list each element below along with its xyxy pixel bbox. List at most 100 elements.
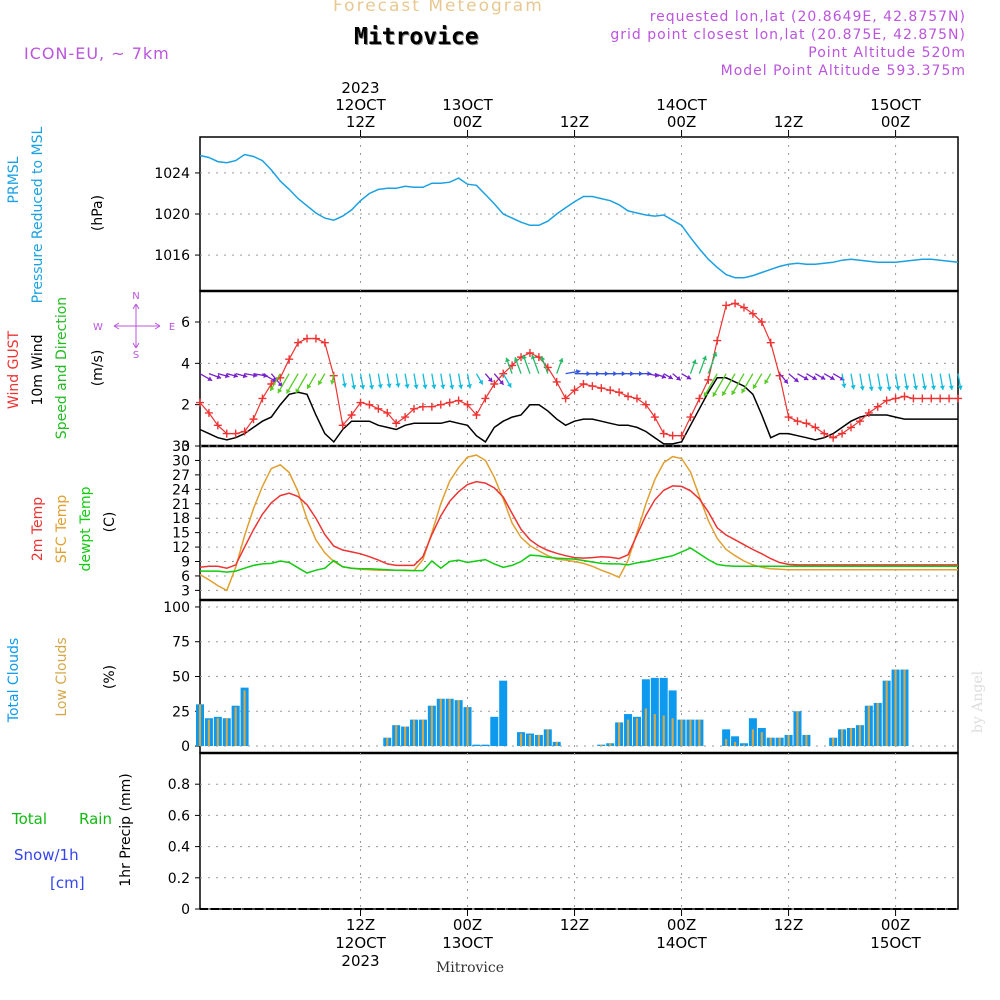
low-cloud-bar [216, 718, 219, 747]
total-cloud-bar [481, 744, 490, 747]
gust-marker [410, 404, 419, 413]
wind-arrow-head [803, 375, 809, 381]
gust-marker [204, 408, 213, 417]
wind-arrow [522, 354, 531, 374]
wind-arrow-head [242, 373, 248, 379]
compass-cross-icon [113, 303, 161, 349]
wind-arrow-head [868, 386, 874, 391]
wind-arrow [894, 373, 901, 391]
wind-arrow [502, 373, 512, 388]
wind-arrow-head [793, 377, 799, 383]
temp-2m-line [199, 480, 958, 569]
wind-arrow-head [877, 386, 883, 391]
wind-arrow [262, 373, 277, 383]
low-cloud-bar [234, 707, 237, 747]
top-time-label: 2023 [341, 79, 379, 97]
bottom-time-label: 12OCT [335, 934, 386, 952]
y-tick-label: 6 [181, 569, 190, 585]
gust-marker [196, 398, 204, 407]
wind-arrow [359, 373, 366, 390]
wind-arrow-head [224, 373, 230, 379]
y-tick-label: 1024 [154, 166, 190, 182]
low-cloud-bar [680, 719, 683, 747]
wind-arrow-head [913, 385, 919, 390]
chart-title: Forecast Meteogram [333, 0, 544, 16]
wind-arrow-head [783, 378, 789, 384]
gust-marker [855, 417, 864, 426]
wind-arrow [672, 373, 682, 381]
gust-marker [249, 415, 258, 424]
gust-marker [641, 400, 650, 409]
wind-arrow [814, 373, 826, 380]
low-cloud-bar [555, 741, 558, 747]
low-cloud-bar [528, 734, 532, 747]
wind-arrow [654, 373, 667, 379]
wind-arrow [859, 373, 865, 391]
gust-marker [240, 427, 249, 436]
wind-arrow-head [440, 384, 446, 389]
gust-marker [463, 400, 472, 409]
wind-arrow-head [530, 354, 536, 360]
top-time-label: 12Z [560, 113, 589, 131]
wind-arrow [404, 373, 410, 389]
wind-arrow-head [904, 385, 910, 390]
wind-arrow-head [675, 375, 681, 381]
total-cloud-bar [731, 736, 740, 747]
y-tick-label: 24 [172, 482, 190, 498]
gust-marker [303, 334, 312, 343]
wind-arrow-head [377, 384, 383, 389]
wind-arrow-head [939, 385, 945, 390]
gust-marker [213, 421, 222, 430]
low-cloud-bar [395, 725, 398, 747]
y-tick-label: 21 [172, 497, 190, 513]
wind-arrow-head [506, 382, 512, 388]
wind-arrow [413, 373, 419, 390]
wind-arrow [513, 356, 522, 374]
gust-marker [481, 394, 490, 403]
wind-arrow [217, 373, 230, 379]
wind-arrow-head [505, 357, 511, 363]
wind-gust-label: Wind GUST [6, 330, 22, 409]
y-tick-label: 50 [172, 670, 190, 686]
gust-marker [722, 301, 731, 310]
y-tick-label: 33 [172, 439, 190, 455]
gust-marker [927, 394, 936, 403]
clouds-unit: (%) [102, 665, 118, 689]
top-time-label: 00Z [667, 113, 696, 131]
wind-unit: (m/s) [90, 350, 106, 387]
wind-arrow [199, 373, 213, 382]
dewpt-line [200, 547, 958, 574]
wind-arrow-head [368, 385, 375, 390]
wind-arrow-head [841, 383, 847, 388]
wind-arrow [921, 373, 928, 391]
wind-arrow-head [286, 388, 291, 394]
wind-arrow-head [895, 386, 901, 391]
gust-marker [695, 394, 704, 403]
wind-arrow-head [216, 374, 222, 380]
low-cloud-bar [207, 719, 210, 747]
wind-arrow [350, 373, 357, 390]
gust-marker [900, 392, 909, 401]
wind-arrow-head [558, 358, 564, 363]
wind-arrow-head [886, 386, 892, 391]
wind-arrow-head [921, 385, 928, 390]
low-cloud-bar [885, 680, 888, 747]
wind-arrow [850, 373, 856, 390]
low-cloud-bar [769, 737, 772, 747]
panel-frame [199, 445, 959, 601]
gust-marker [686, 413, 695, 422]
gust-marker [775, 371, 784, 380]
top-time-label: 12OCT [335, 96, 386, 114]
gust-marker [588, 382, 597, 391]
location-title: Mitrovice [354, 24, 479, 50]
wind-arrow [707, 351, 718, 374]
wind-arrow-head [306, 384, 312, 389]
top-time-label: 13OCT [442, 96, 493, 114]
gust-marker [704, 375, 713, 384]
wind-dir-label: Speed and Direction [54, 297, 70, 439]
pressure-unit: (hPa) [90, 195, 106, 231]
grid-point-coords: grid point closest lon,lat (20.875E, 42.… [610, 27, 966, 43]
wind-arrow-head [351, 385, 357, 390]
wind-arrow-head [741, 388, 746, 394]
